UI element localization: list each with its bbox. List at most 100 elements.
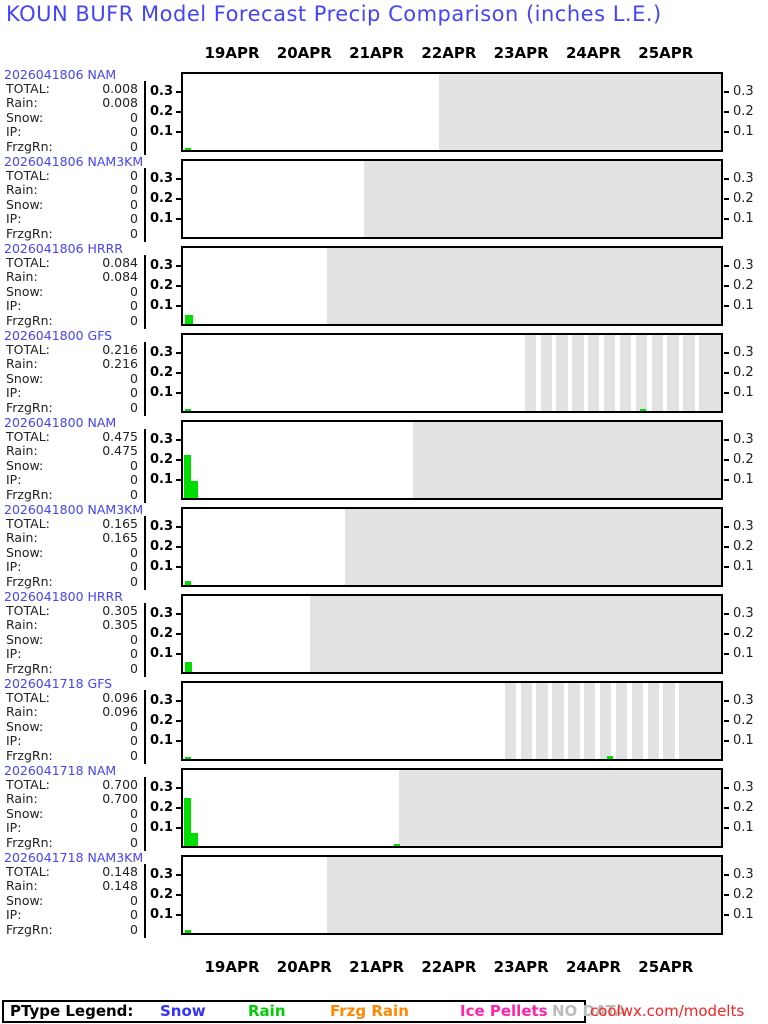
panel-stat-value: 0.084 (102, 269, 138, 285)
panel-stat-row: IP: 0 (4, 733, 144, 748)
sparse-data-stripe (647, 683, 659, 759)
panel-stat-row: IP: 0 (4, 907, 144, 923)
panel-stat-row: FrzgRn: 0 (4, 312, 144, 328)
panel-stat-key: Snow: (6, 805, 44, 821)
legend-item-rain: Rain (248, 1002, 286, 1020)
y-tick-label-right: 0.1 (733, 211, 754, 226)
model-panel: 2026041806 NAM TOTAL: 0.008 Rain: 0.008 Snow:… (0, 67, 768, 155)
precip-bar-rain (184, 929, 192, 933)
panel-stat-row: Snow: 0 (4, 110, 144, 125)
y-tick-mark-right (724, 305, 729, 307)
sparse-data-stripe (619, 335, 632, 411)
y-tick-mark-right (724, 740, 729, 742)
panel-stat-key: FrzgRn: (6, 573, 53, 589)
panel-stat-row: IP: 0 (4, 559, 144, 574)
panel-stat-key: TOTAL: (6, 255, 50, 270)
panel-run-model: 2026041800 GFS (4, 328, 113, 343)
model-panel: 2026041718 NAM3KM TOTAL: 0.148 Rain: 0.148 Sn… (0, 850, 768, 938)
y-tick-label-left: 0.3 (150, 432, 174, 447)
model-panel: 2026041800 GFS TOTAL: 0.216 Rain: 0.216 Snow:… (0, 328, 768, 416)
credit-link[interactable]: coolwx.com/modelts (590, 1002, 745, 1020)
y-tick-label-left: 0.3 (150, 867, 174, 882)
precip-bar-rain (184, 580, 192, 585)
y-tick-mark-left (176, 392, 181, 394)
ptype-legend: PType Legend: Snow Rain Frzg Rain Ice Pelle… (0, 1000, 768, 1024)
y-tick-mark-left (176, 198, 181, 200)
panel-stat-key: TOTAL: (6, 342, 50, 357)
panel-stat-key: FrzgRn: (6, 312, 53, 328)
y-tick-label-right: 0.1 (733, 472, 754, 487)
y-tick-label-right: 0.2 (733, 539, 754, 554)
panel-stat-key: Rain: (6, 617, 38, 633)
y-tick-label-right: 0.1 (733, 124, 754, 139)
panel-run-model: 2026041718 GFS (4, 676, 113, 691)
y-tick-label-left: 0.1 (150, 385, 174, 400)
panel-stat-value: 0.165 (102, 530, 138, 546)
panel-stat-row: TOTAL: 0.084 (4, 255, 144, 270)
panel-stat-row: Snow: 0 (4, 197, 144, 212)
y-tick-label-left: 0.2 (150, 713, 174, 728)
date-tick-label: 23APR (493, 958, 549, 976)
precip-bar-rain (185, 315, 194, 324)
panel-stat-key: TOTAL: (6, 690, 50, 705)
panel-stat-value: 0 (130, 370, 138, 386)
y-tick-label-left: 0.1 (150, 124, 174, 139)
y-tick-mark-right (724, 392, 729, 394)
panel-stat-key: Rain: (6, 530, 38, 546)
y-tick-label-right: 0.1 (733, 907, 754, 922)
panel-stat-value: 0 (130, 747, 138, 763)
panel-labels: 2026041800 GFS TOTAL: 0.216 Rain: 0.216 Snow:… (4, 328, 144, 416)
no-data-region (345, 509, 721, 585)
y-tick-mark-left (176, 653, 181, 655)
y-tick-mark-right (724, 285, 729, 287)
precip-bar-rain (184, 455, 192, 498)
panel-stat-row: FrzgRn: 0 (4, 487, 144, 502)
sparse-data-stripe (584, 683, 596, 759)
panel-stat-row: FrzgRn: 0 (4, 573, 144, 589)
panel-stat-row: Rain: 0.148 (4, 878, 144, 893)
panel-stat-row: Snow: 0 (4, 370, 144, 386)
y-tick-label-left: 0.1 (150, 733, 174, 748)
panel-run-model: 2026041718 NAM (4, 763, 117, 778)
precip-bar-rain (185, 409, 191, 411)
panel-stat-value: 0 (130, 211, 138, 227)
no-data-region (363, 161, 721, 237)
precip-bar-rain (606, 756, 613, 759)
panel-labels: 2026041718 GFS TOTAL: 0.096 Rain: 0.096 Snow:… (4, 676, 144, 764)
y-tick-mark-right (724, 131, 729, 133)
panel-stat-value: 0 (130, 907, 138, 923)
panel-stat-value: 0 (130, 182, 138, 198)
panel-stat-key: FrzgRn: (6, 399, 53, 415)
panel-stat-key: TOTAL: (6, 81, 50, 96)
panel-stat-row: IP: 0 (4, 211, 144, 227)
y-tick-label-right: 0.1 (733, 733, 754, 748)
y-tick-label-right: 0.3 (733, 84, 754, 99)
panel-stat-row: IP: 0 (4, 646, 144, 661)
date-tick-label: 25APR (638, 44, 694, 62)
label-separator (144, 255, 146, 329)
panel-stat-key: Snow: (6, 631, 44, 647)
date-axis-bottom: 19APR 20APR 21APR 22APR 23APR 24APR 25APR (0, 958, 768, 980)
panel-stat-row: Rain: 0.700 (4, 791, 144, 807)
y-tick-label-right: 0.2 (733, 887, 754, 902)
panel-labels: 2026041718 NAM TOTAL: 0.700 Rain: 0.700 Snow:… (4, 763, 144, 851)
model-panel: 2026041806 HRRR TOTAL: 0.084 Rain: 0.084 Snow… (0, 241, 768, 329)
y-tick-label-right: 0.3 (733, 258, 754, 273)
y-tick-label-left: 0.3 (150, 84, 174, 99)
y-tick-mark-left (176, 613, 181, 615)
y-tick-mark-right (724, 894, 729, 896)
y-tick-mark-left (176, 178, 181, 180)
sparse-data-stripe (667, 335, 679, 411)
panel-stat-row: TOTAL: 0 (4, 168, 144, 183)
panel-run-model: 2026041800 HRRR (4, 589, 123, 604)
panel-stat-value: 0 (130, 124, 138, 140)
panel-stat-value: 0 (130, 573, 138, 589)
panel-stat-key: TOTAL: (6, 168, 50, 183)
y-tick-label-left: 0.1 (150, 646, 174, 661)
y-tick-mark-left (176, 740, 181, 742)
panel-stat-key: Snow: (6, 283, 44, 299)
panel-run-model: 2026041806 NAM3KM (4, 154, 144, 169)
panel-stat-value: 0.305 (102, 603, 138, 618)
panel-stat-value: 0.700 (102, 791, 138, 807)
date-tick-label: 24APR (565, 958, 622, 976)
